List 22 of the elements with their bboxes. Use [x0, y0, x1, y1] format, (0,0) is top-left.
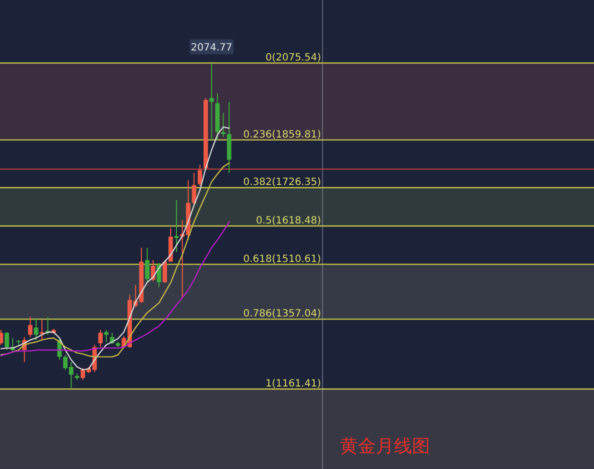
text: 黄金月线图 — [340, 436, 430, 457]
candlestick — [104, 329, 108, 342]
candlestick — [174, 200, 179, 252]
annotation: 2074.77 — [190, 42, 232, 54]
annotation: 0.786(1357.04) — [243, 308, 322, 320]
candlestick — [0, 329, 4, 346]
candlestick — [34, 317, 38, 340]
annotation: 1(1161.41) — [265, 378, 322, 390]
annotation: 0(2075.54) — [265, 52, 322, 64]
candlestick — [221, 112, 226, 138]
annotation: 0.618(1510.61) — [243, 254, 322, 265]
candlestick — [4, 332, 10, 351]
candlestick — [145, 247, 150, 283]
candlestick — [162, 260, 167, 284]
candlestick — [192, 172, 196, 206]
annotation: 0.382(1726.35) — [243, 177, 322, 188]
candlestick — [40, 319, 44, 340]
annotation: 0.236(1859.81) — [243, 129, 322, 140]
annotation: 0.5(1618.48) — [256, 215, 322, 226]
candlestick — [28, 316, 32, 338]
candlestick — [198, 164, 202, 186]
candlestick — [209, 62, 214, 140]
